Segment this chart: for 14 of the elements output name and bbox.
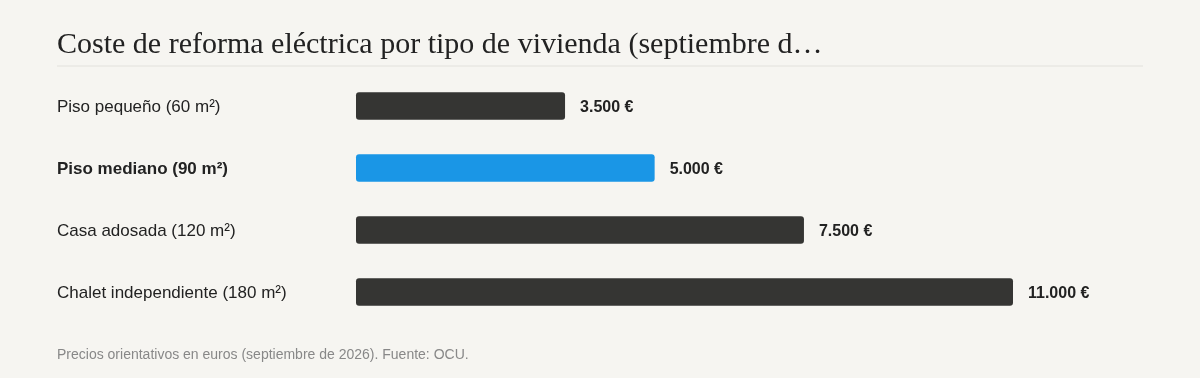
y-tick-label: Chalet independiente (180 m²)	[57, 282, 287, 302]
data-label: 3.500 €	[580, 97, 634, 115]
bar	[356, 216, 804, 244]
bar	[356, 278, 1013, 306]
data-label: 5.000 €	[669, 159, 724, 177]
bar	[356, 92, 566, 120]
text: Precios orientativos en euros (septiembre de 2026). Fuente: OCU.	[57, 346, 469, 362]
bar	[356, 154, 655, 182]
chart-title: Coste de reforma eléctrica por tipo de vivienda (septiembre d…	[57, 26, 823, 60]
data-label: 11.000 €	[1028, 283, 1090, 301]
data-label: 7.500 €	[818, 221, 873, 239]
y-tick-label: Piso mediano (90 m²)	[57, 158, 228, 178]
y-tick-label: Casa adosada (120 m²)	[57, 220, 236, 240]
y-tick-label: Piso pequeño (60 m²)	[57, 96, 221, 116]
